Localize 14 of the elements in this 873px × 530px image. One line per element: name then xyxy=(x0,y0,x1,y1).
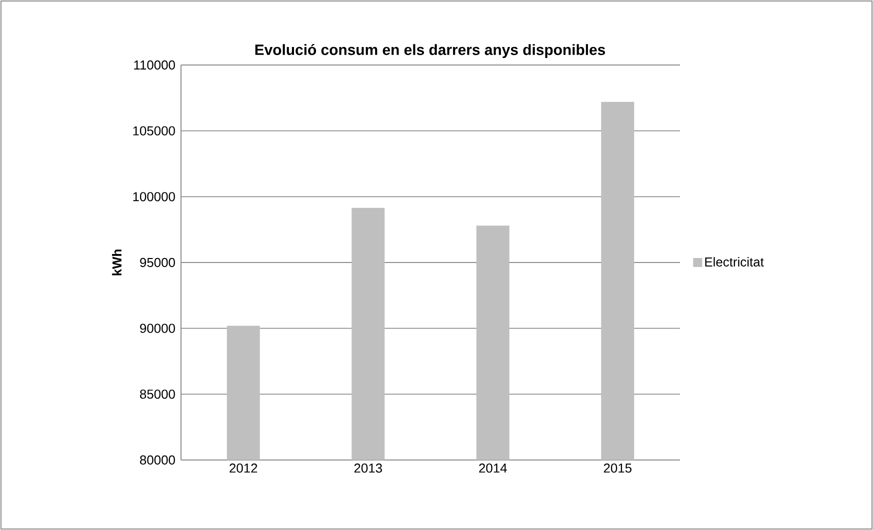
x-tick-label: 2012 xyxy=(230,464,258,473)
y-tick-label: 80000 xyxy=(140,455,175,465)
legend-label: Electricitat xyxy=(705,257,764,267)
y-tick-label: 95000 xyxy=(140,258,175,268)
y-axis-title: kWh xyxy=(112,250,122,276)
x-tick-label: 2015 xyxy=(604,464,632,473)
y-tick-label: 110000 xyxy=(134,60,175,70)
x-tick-label: 2014 xyxy=(479,464,507,473)
y-tick-label: 105000 xyxy=(133,126,175,136)
chart-title: Evolució consum en els darrers anys disponibles xyxy=(255,44,606,58)
y-tick-label: 100000 xyxy=(133,192,175,202)
y-tick-label: 90000 xyxy=(140,324,175,333)
x-tick-label: 2013 xyxy=(354,464,382,473)
y-tick-label: 85000 xyxy=(140,390,175,399)
